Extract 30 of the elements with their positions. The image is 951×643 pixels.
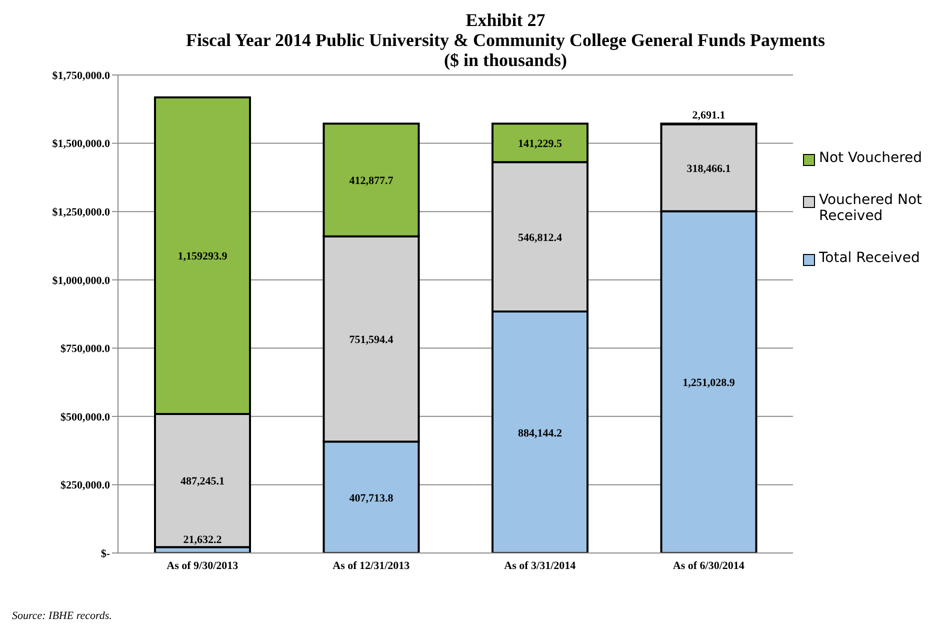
data-label: 487,245.1 xyxy=(180,476,224,488)
y-tick-label: $1,750,000.0 xyxy=(52,70,110,82)
data-label: 1,159293.9 xyxy=(178,250,228,263)
data-label: 407,713.8 xyxy=(349,492,394,504)
data-label: 141,229.5 xyxy=(518,138,562,150)
data-label: 2,691.1 xyxy=(692,110,726,122)
legend-label: Total Received xyxy=(819,250,920,266)
data-label: 884,144.2 xyxy=(518,427,562,440)
x-tick-label: As of 9/30/2013 xyxy=(166,560,239,572)
data-label: 1,251,028.9 xyxy=(682,377,736,390)
data-label: 412,877.7 xyxy=(349,174,394,187)
source-note: Source: IBHE records. xyxy=(12,610,113,622)
y-tick-label: $1,000,000.0 xyxy=(52,274,110,287)
data-label: 751,594.4 xyxy=(349,334,394,346)
data-label: 318,466.1 xyxy=(686,162,731,175)
y-tick-label: $- xyxy=(100,548,110,560)
legend-label: Not Vouchered xyxy=(819,150,922,166)
y-tick-label: $750,000.0 xyxy=(60,343,110,356)
x-tick-label: As of 12/31/2013 xyxy=(332,560,410,572)
chart-title: Exhibit 27 xyxy=(464,10,546,30)
chart-subtitle: Fiscal Year 2014 Public University & Community College General Funds Payments ($ in thousands) xyxy=(185,30,826,70)
data-label: 21,632.2 xyxy=(183,534,222,546)
legend-label: Vouchered Not Received xyxy=(819,192,924,224)
x-tick-label: As of 3/31/2014 xyxy=(504,560,576,572)
y-tick-label: $1,500,000.0 xyxy=(52,138,110,150)
y-tick-label: $1,250,000.0 xyxy=(52,206,110,218)
data-label: 546,812.4 xyxy=(518,232,562,244)
y-tick-label: $250,000.0 xyxy=(60,480,110,492)
x-tick-label: As of 6/30/2014 xyxy=(672,560,745,572)
y-tick-label: $500,000.0 xyxy=(60,411,110,424)
